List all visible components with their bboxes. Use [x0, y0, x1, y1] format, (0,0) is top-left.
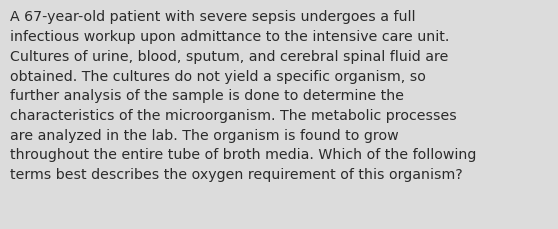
Text: A 67-year-old patient with severe sepsis undergoes a full
infectious workup upon: A 67-year-old patient with severe sepsis… — [10, 10, 477, 181]
